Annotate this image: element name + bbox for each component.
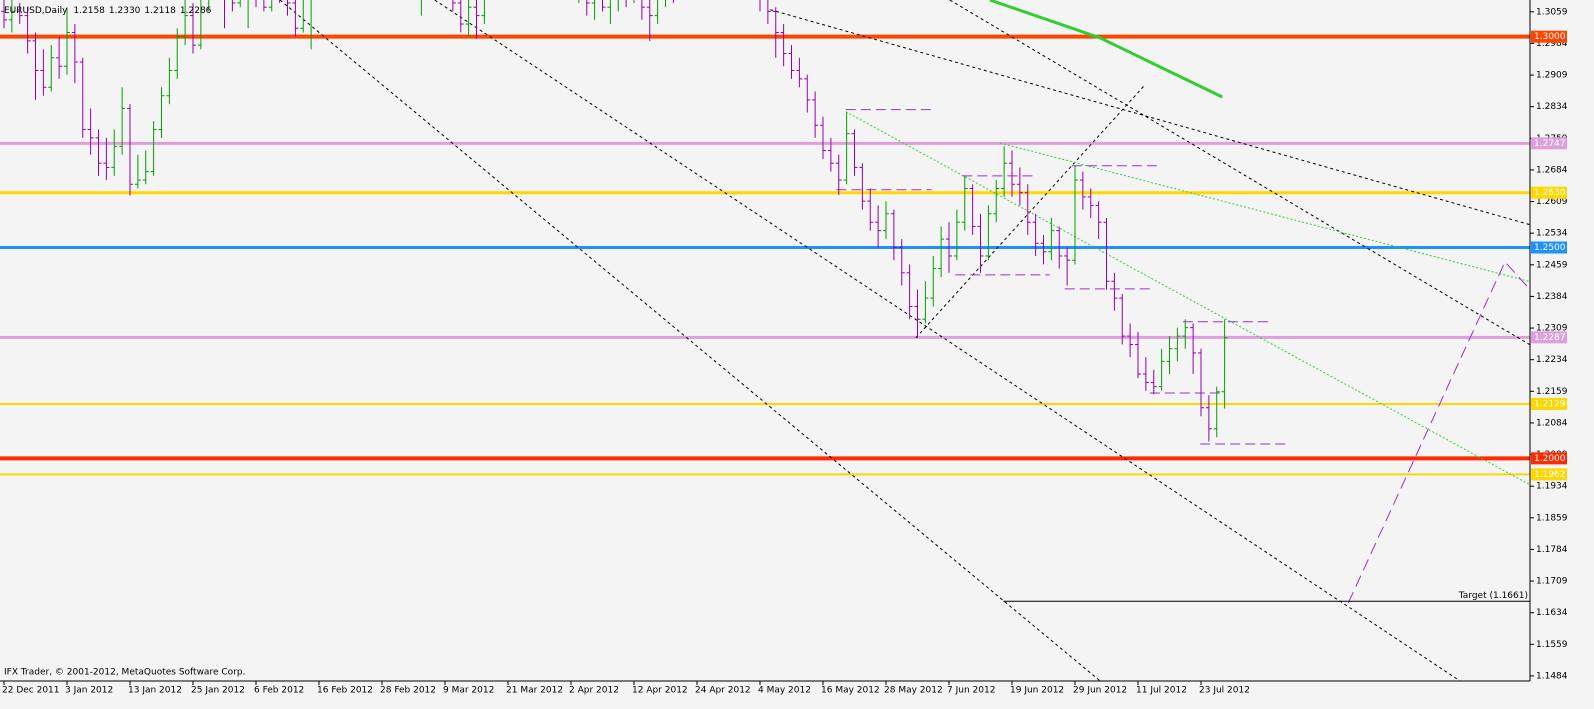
x-tick-label: 29 Jun 2012: [1073, 686, 1127, 696]
x-tick-label: 12 Apr 2012: [632, 686, 688, 696]
high: 1.2330: [109, 6, 141, 16]
y-tick-label: 1.1784: [1536, 545, 1568, 555]
x-tick-label: 7 Jun 2012: [947, 686, 995, 696]
trend-line: [434, 0, 1461, 681]
x-tick-label: 24 Apr 2012: [695, 686, 751, 696]
x-tick-label: 21 Mar 2012: [506, 686, 563, 696]
y-tick-label: 1.1934: [1536, 482, 1568, 492]
open: 1.2158: [73, 6, 105, 16]
y-tick-label: 1.2384: [1536, 292, 1568, 302]
level-label-box: [1531, 397, 1567, 410]
trend-line: [279, 0, 1101, 681]
trend-line: [949, 0, 1530, 346]
y-tick-label: 1.2984: [1536, 39, 1568, 49]
trend-line: [845, 111, 1530, 486]
x-tick-label: 4 May 2012: [758, 686, 811, 696]
y-tick-label: 1.2234: [1536, 355, 1568, 365]
y-tick-label: 1.2609: [1536, 197, 1568, 207]
x-tick-label: 28 Feb 2012: [380, 686, 436, 696]
x-tick-label: 16 Feb 2012: [317, 686, 373, 696]
close: 1.2286: [180, 6, 212, 16]
trend-line: [1347, 260, 1530, 604]
level-label: 1.2129: [1534, 399, 1566, 409]
header: EURUSD,Daily 1.2158 1.2330 1.2118 1.2286: [4, 6, 212, 16]
y-tick-label: 1.1634: [1536, 608, 1568, 618]
level-label: 1.1962: [1534, 470, 1566, 480]
level-label: 1.2287: [1534, 333, 1566, 343]
x-tick-label: 9 Mar 2012: [443, 686, 494, 696]
x-tick-label: 13 Jan 2012: [128, 686, 182, 696]
level-label-box: [1531, 30, 1567, 43]
y-tick-label: 1.2534: [1536, 229, 1568, 239]
level-label: 1.2747: [1534, 139, 1566, 149]
footer: IFX Trader, © 2001-2012, MetaQuotes Soft…: [4, 668, 245, 678]
y-tick-label: 1.2309: [1536, 324, 1568, 334]
level-label-box: [1531, 331, 1567, 344]
symbol: EURUSD,Daily: [4, 6, 68, 16]
trend-line: [1000, 142, 1530, 283]
x-tick-label: 6 Feb 2012: [254, 686, 304, 696]
y-tick-label: 1.1559: [1536, 640, 1568, 650]
level-label-box: [1531, 241, 1567, 254]
x-tick-label: 25 Jan 2012: [191, 686, 245, 696]
level-label-box: [1531, 468, 1567, 481]
level-label: 1.3000: [1534, 32, 1566, 42]
low: 1.2118: [144, 6, 176, 16]
level-label: 1.2500: [1534, 243, 1566, 253]
level-label-box: [1531, 137, 1567, 150]
y-tick-label: 1.2459: [1536, 260, 1568, 270]
trend-line: [915, 84, 1146, 339]
y-tick-label: 1.2834: [1536, 102, 1568, 112]
level-label-box: [1531, 452, 1567, 465]
x-tick-label: 2 Apr 2012: [569, 686, 619, 696]
x-tick-label: 16 May 2012: [821, 686, 880, 696]
y-tick-label: 1.1859: [1536, 513, 1568, 523]
trend-line: [989, 0, 1223, 99]
target-label: Target (1.1661): [1458, 591, 1528, 601]
level-label-box: [1531, 186, 1567, 199]
y-tick-label: 1.2684: [1536, 165, 1568, 175]
plot-area: [0, 0, 1530, 681]
level-label: 1.2000: [1534, 454, 1566, 464]
y-tick-label: 1.2909: [1536, 71, 1568, 81]
y-tick-label: 1.2159: [1536, 387, 1568, 397]
y-tick-label: 1.1484: [1536, 671, 1568, 681]
x-tick-label: 28 May 2012: [884, 686, 943, 696]
y-tick-label: 1.2084: [1536, 418, 1568, 428]
x-tick-label: 11 Jul 2012: [1136, 686, 1187, 696]
x-tick-label: 19 Jun 2012: [1010, 686, 1064, 696]
x-tick-label: 3 Jan 2012: [65, 686, 113, 696]
level-label: 1.2630: [1534, 188, 1566, 198]
x-tick-label: 22 Dec 2011: [2, 686, 60, 696]
y-tick-label: 1.3059: [1536, 7, 1568, 17]
y-tick-label: 1.1709: [1536, 577, 1568, 587]
x-tick-label: 23 Jul 2012: [1199, 686, 1250, 696]
